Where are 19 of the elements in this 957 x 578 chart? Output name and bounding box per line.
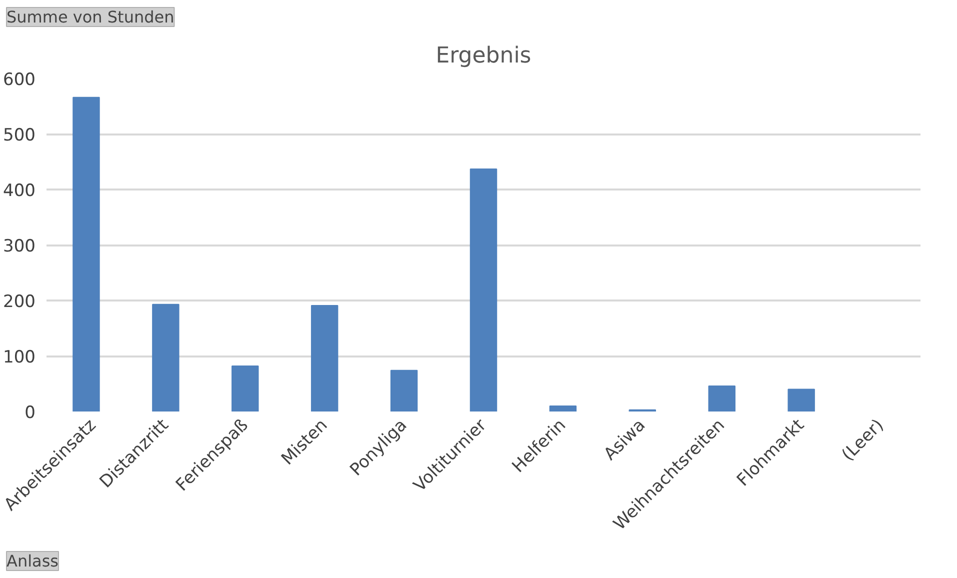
bar	[788, 388, 815, 412]
bar	[390, 370, 418, 412]
y-tick-label: 500	[3, 126, 36, 146]
bar	[708, 385, 736, 412]
bar	[310, 304, 338, 412]
bar	[152, 304, 180, 412]
y-tick-label: 400	[3, 181, 36, 201]
chart-title: Ergebnis	[436, 44, 532, 68]
text: Summe von Stunden	[6, 8, 174, 26]
y-tick-label: 100	[3, 348, 36, 368]
y-tick-label: 200	[3, 292, 36, 312]
text: Anlass	[6, 552, 59, 570]
y-tick-label: 600	[3, 70, 36, 90]
y-tick-label: 300	[3, 236, 36, 256]
y-tick-label: 0	[24, 403, 36, 423]
bar	[470, 168, 498, 412]
bar	[232, 365, 259, 412]
bar	[72, 96, 100, 412]
bar	[549, 405, 577, 412]
